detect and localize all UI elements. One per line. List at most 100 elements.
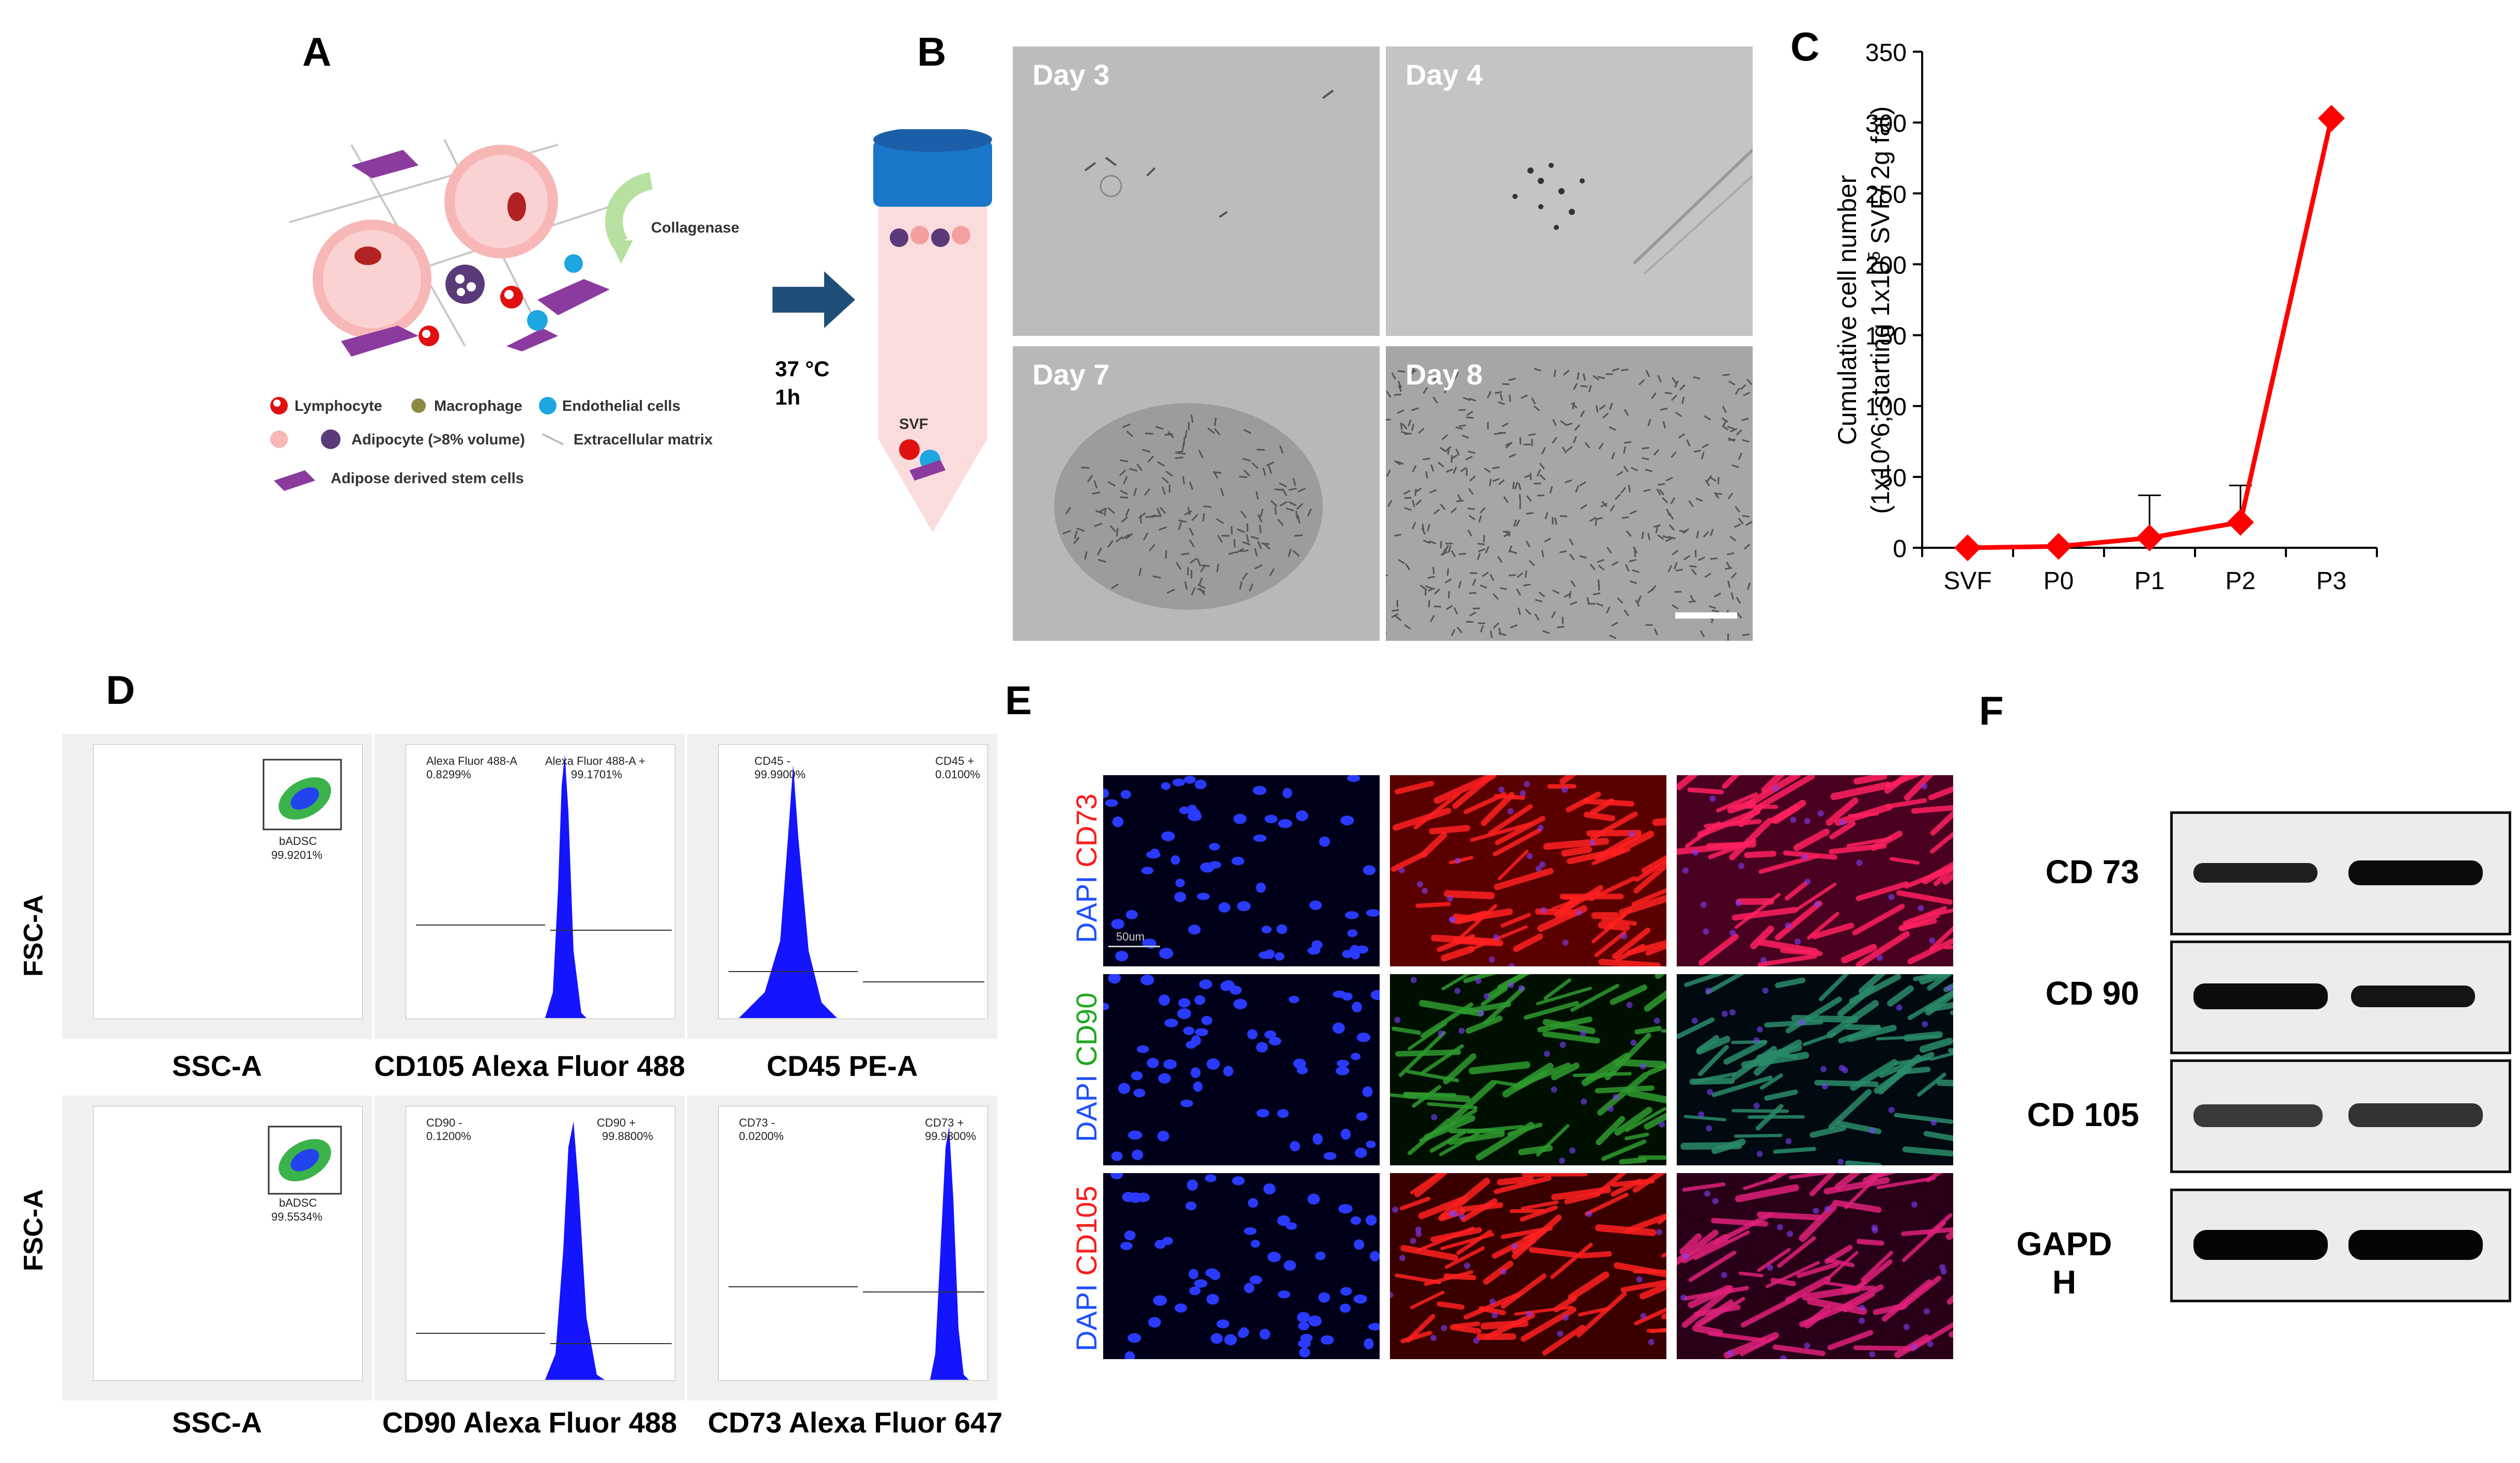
legend-adsc: Adipose derived stem cells (331, 470, 524, 487)
cell-mark (1458, 424, 1466, 427)
cell-streak (1744, 851, 1776, 858)
cell-streak (1826, 1251, 1859, 1280)
cell-mark (1498, 479, 1505, 485)
cell-mark (1432, 566, 1435, 574)
cell-streak (1436, 1301, 1465, 1310)
nucleus-mark (1259, 1329, 1271, 1340)
cell-mark (1610, 504, 1615, 512)
nucleus-mark (1170, 855, 1180, 865)
cell-mark (1483, 535, 1486, 543)
cell-mark (1107, 540, 1114, 548)
nucleus-mark (1366, 1141, 1376, 1148)
cell-mark (1202, 513, 1205, 522)
cell-mark (1562, 446, 1567, 454)
wb-blot-cd73 (2170, 811, 2511, 935)
nucleus-mark (1111, 1151, 1123, 1161)
nucleus-mark (1869, 1127, 1876, 1134)
cell-mark (1073, 536, 1080, 545)
cell-mark (1499, 587, 1507, 590)
cell-mark (1155, 426, 1164, 430)
nucleus-mark (1756, 1150, 1763, 1157)
cell-mark (1493, 622, 1499, 629)
cell-streak (1566, 791, 1601, 813)
nucleus-mark (1299, 1347, 1310, 1358)
nucleus-mark (1178, 998, 1191, 1008)
svg-text:Collagenase: Collagenase (651, 220, 739, 236)
nucleus-mark (1296, 1312, 1310, 1323)
cell-streak (1936, 1079, 1953, 1087)
nucleus-mark (1653, 1018, 1660, 1024)
cell-mark (1526, 512, 1534, 515)
cell-mark (1076, 527, 1085, 532)
d-row2-h1-xlabel: CD90 Alexa Fluor 488 (382, 1406, 677, 1439)
cell-streak (1493, 794, 1526, 800)
cell-streak (1716, 792, 1758, 813)
cell-streak (1589, 798, 1615, 815)
cell-mark (1538, 591, 1545, 597)
nucleus-mark (1821, 1083, 1828, 1090)
cell-mark (1625, 564, 1630, 572)
cell-mark (1201, 564, 1210, 567)
nucleus-mark (1233, 998, 1247, 1009)
nucleus-mark (1903, 1323, 1910, 1330)
cell-mark (1539, 463, 1545, 470)
cell-streak (1528, 1246, 1578, 1258)
cell-mark (1544, 512, 1549, 520)
nucleus-mark (1335, 1066, 1350, 1075)
cell-streak (1480, 987, 1508, 1007)
cell-mark (1387, 500, 1393, 507)
cell-streak (1775, 977, 1806, 989)
cell-mark (1668, 536, 1676, 540)
cell-mark (1668, 513, 1674, 520)
cell-mark (1614, 494, 1621, 500)
cell-streak (1933, 864, 1953, 886)
cell-streak (1601, 917, 1637, 926)
cell-streak (1584, 1193, 1629, 1216)
cell-streak (1624, 1132, 1649, 1141)
cell-streak (1826, 797, 1859, 826)
nucleus-mark (1430, 1334, 1437, 1341)
nucleus-mark (1856, 859, 1863, 866)
nucleus-mark (1320, 1335, 1334, 1345)
cell-mark (1497, 556, 1503, 563)
nucleus-mark (1727, 1350, 1734, 1357)
e-r2-dapi (1103, 974, 1380, 1165)
nucleus-mark (1188, 808, 1201, 820)
nucleus-mark (1498, 786, 1505, 793)
cell-mark (1638, 379, 1645, 386)
nucleus-mark (1820, 1066, 1827, 1072)
cell-streak (1429, 825, 1471, 835)
nucleus-mark (1269, 1037, 1281, 1045)
cell-mark (1523, 443, 1531, 445)
cell-streak (1451, 908, 1513, 924)
cell-streak (1711, 1218, 1768, 1227)
nucleus-mark (1871, 1224, 1878, 1231)
nucleus-mark (1911, 1344, 1918, 1350)
nucleus-mark (1352, 1002, 1362, 1012)
cell-mark (1503, 532, 1511, 537)
cell-mark (1483, 467, 1491, 473)
nucleus-mark (1729, 930, 1736, 936)
nucleus-mark (1256, 1042, 1268, 1053)
e-row2-label: DAPI CD90 (1070, 992, 1103, 1142)
nucleus-mark (1447, 895, 1454, 902)
e-r3-cd105 (1390, 1173, 1666, 1359)
cell-mark (1392, 609, 1399, 612)
cell-streak (1395, 780, 1434, 795)
cell-mark (1664, 392, 1672, 395)
cell-streak (1501, 913, 1531, 928)
cell-mark (1104, 507, 1107, 516)
nucleus-mark (1876, 954, 1883, 961)
cell-streak (1735, 1184, 1799, 1203)
cell-mark (1706, 475, 1712, 482)
nucleus-mark (1368, 1323, 1380, 1331)
cell-mark (1136, 463, 1142, 471)
nucleus-mark (1183, 1026, 1195, 1035)
cell-mark (1551, 611, 1556, 619)
nucleus-mark (1493, 934, 1499, 941)
nucleus-mark (1366, 909, 1380, 917)
cell-mark (1698, 556, 1706, 561)
nucleus-mark (1193, 1081, 1203, 1092)
e-r3-dapi (1103, 1173, 1380, 1359)
scale-bar (1675, 612, 1737, 619)
